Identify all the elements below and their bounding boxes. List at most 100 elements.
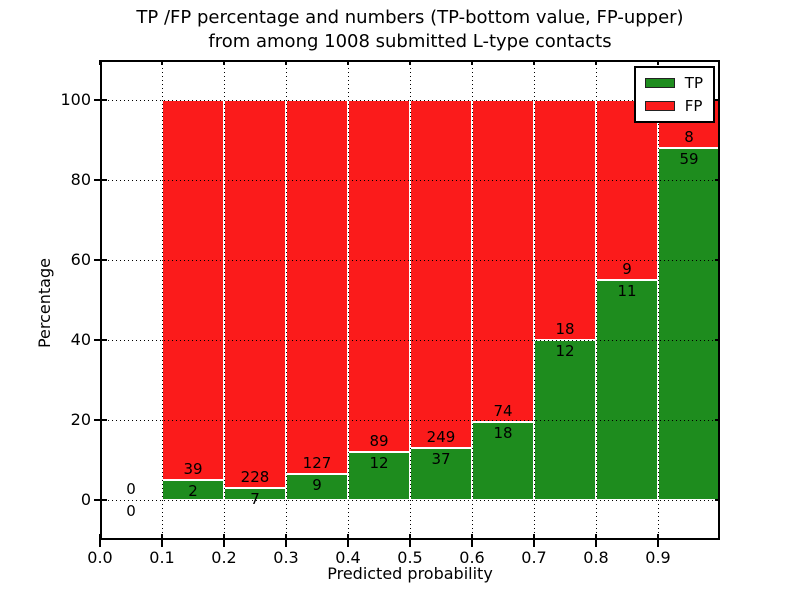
fp-count-label: 74 bbox=[493, 401, 513, 420]
x-tick-mark-top bbox=[471, 60, 473, 65]
gridline-horizontal bbox=[100, 179, 720, 181]
x-tick-mark bbox=[347, 534, 349, 547]
x-tick-label: 0.2 bbox=[211, 548, 237, 567]
y-tick-label: 100 bbox=[60, 90, 91, 109]
fp-count-label: 249 bbox=[426, 428, 456, 447]
x-tick-label: 0.6 bbox=[459, 548, 485, 567]
gridline-horizontal bbox=[100, 499, 720, 501]
x-tick-mark-top bbox=[657, 60, 659, 65]
x-tick-mark-top bbox=[347, 60, 349, 65]
gridline-horizontal bbox=[100, 99, 720, 101]
y-tick-mark-right bbox=[715, 99, 720, 101]
y-tick-label: 60 bbox=[70, 250, 91, 269]
y-tick-label: 20 bbox=[70, 410, 91, 429]
y-tick-mark bbox=[94, 99, 107, 101]
gridline-vertical bbox=[471, 60, 473, 540]
x-tick-label: 0.4 bbox=[335, 548, 361, 567]
bar-segment-fp bbox=[348, 100, 410, 453]
y-tick-mark-right bbox=[715, 179, 720, 181]
fp-count-label: 18 bbox=[555, 320, 575, 338]
x-tick-mark bbox=[471, 534, 473, 547]
x-tick-mark bbox=[409, 534, 411, 547]
tp-count-label: 12 bbox=[555, 342, 575, 360]
x-tick-label: 0.8 bbox=[583, 548, 609, 567]
tp-count-label: 7 bbox=[250, 490, 260, 509]
bar-segment-fp bbox=[596, 100, 658, 280]
tp-count-label: 37 bbox=[431, 450, 451, 469]
chart-title-line1: TP /FP percentage and numbers (TP-bottom… bbox=[136, 7, 684, 28]
gridline-vertical bbox=[595, 60, 597, 540]
fp-count-label: 39 bbox=[183, 460, 203, 479]
gridline-vertical bbox=[223, 60, 225, 540]
x-tick-label: 0.1 bbox=[149, 548, 175, 567]
bar-segment-tp bbox=[286, 473, 348, 500]
x-tick-mark-top bbox=[223, 60, 225, 65]
tp-count-label: 0 bbox=[126, 502, 136, 520]
x-tick-mark bbox=[161, 534, 163, 547]
x-tick-mark bbox=[99, 534, 101, 547]
x-tick-mark bbox=[657, 534, 659, 547]
legend-label-tp: TP bbox=[684, 74, 703, 92]
x-tick-mark-top bbox=[161, 60, 163, 65]
legend-entry-tp: TP bbox=[644, 74, 703, 92]
x-tick-mark bbox=[595, 534, 597, 547]
bar-segment-fp bbox=[410, 100, 472, 449]
y-tick-mark bbox=[94, 499, 107, 501]
bar-segment-tp bbox=[472, 421, 534, 500]
x-tick-label: 0.7 bbox=[521, 548, 547, 567]
fp-count-label: 8 bbox=[684, 127, 694, 146]
bar-segment-tp bbox=[596, 280, 658, 500]
y-tick-label: 80 bbox=[70, 170, 91, 189]
gridline-vertical bbox=[409, 60, 411, 540]
x-tick-mark-top bbox=[285, 60, 287, 65]
legend-swatch-fp-icon bbox=[644, 101, 675, 111]
y-tick-mark-right bbox=[715, 339, 720, 341]
plot-area: TP FP 0 0 39 2 228 7 127 9 89 12 249 37 74 18 18 12 9 11 8… bbox=[60, 60, 720, 567]
fp-count-label: 0 bbox=[126, 480, 136, 498]
y-tick-mark bbox=[94, 419, 107, 421]
x-tick-mark-top bbox=[595, 60, 597, 65]
y-tick-label: 40 bbox=[70, 330, 91, 349]
legend-label-fp: FP bbox=[684, 97, 703, 115]
tp-count-label: 9 bbox=[312, 475, 322, 494]
x-tick-mark bbox=[223, 534, 225, 547]
fp-count-label: 228 bbox=[240, 468, 270, 487]
x-axis-label: Predicted probability bbox=[327, 564, 493, 583]
x-tick-label: 0.3 bbox=[273, 548, 299, 567]
bar-segment-fp bbox=[534, 100, 596, 340]
gridline-vertical bbox=[533, 60, 535, 540]
gridline-vertical bbox=[161, 60, 163, 540]
fp-count-label: 89 bbox=[369, 432, 389, 451]
x-tick-mark bbox=[533, 534, 535, 547]
gridline-vertical bbox=[657, 60, 659, 540]
y-tick-mark-right bbox=[715, 259, 720, 261]
gridline-vertical bbox=[347, 60, 349, 540]
tp-count-label: 2 bbox=[188, 482, 198, 501]
y-axis-label: Percentage bbox=[35, 258, 54, 349]
gridline-horizontal bbox=[100, 259, 720, 261]
fp-count-label: 9 bbox=[622, 260, 632, 278]
tp-count-label: 12 bbox=[369, 454, 389, 473]
legend: TP FP bbox=[633, 66, 715, 123]
tp-count-label: 59 bbox=[679, 149, 699, 168]
x-tick-label: 0.0 bbox=[87, 548, 113, 567]
bar-segment-fp bbox=[224, 100, 286, 489]
gridline-horizontal bbox=[100, 419, 720, 421]
chart-title-line2: from among 1008 submitted L-type contact… bbox=[208, 31, 612, 52]
y-tick-label: 0 bbox=[80, 490, 91, 509]
legend-swatch-tp-icon bbox=[644, 78, 675, 88]
gridline-horizontal bbox=[100, 339, 720, 341]
gridline-vertical bbox=[285, 60, 287, 540]
legend-entry-fp: FP bbox=[644, 97, 703, 115]
x-tick-label: 0.9 bbox=[645, 548, 671, 567]
x-tick-label: 0.5 bbox=[397, 548, 423, 567]
bar-segment-fp bbox=[162, 100, 224, 481]
bar-segment-tp bbox=[658, 147, 720, 500]
y-tick-mark bbox=[94, 179, 107, 181]
y-tick-mark bbox=[94, 259, 107, 261]
chart-title: TP /FP percentage and numbers (TP-bottom… bbox=[100, 6, 720, 54]
bar-segment-fp bbox=[286, 100, 348, 474]
x-tick-mark-top bbox=[409, 60, 411, 65]
y-tick-mark-right bbox=[715, 419, 720, 421]
